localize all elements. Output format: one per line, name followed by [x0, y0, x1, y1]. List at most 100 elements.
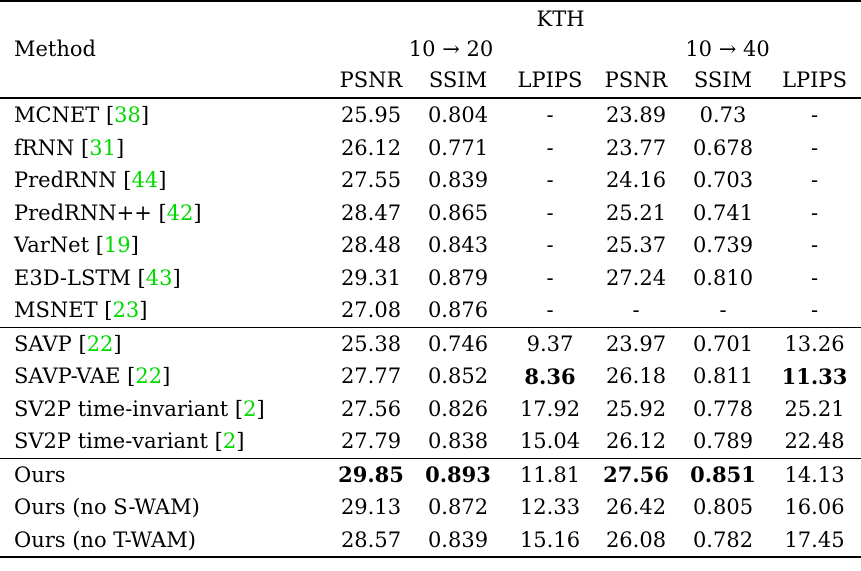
dataset-header-row: KTH — [0, 1, 861, 35]
metric-header-row: PSNR SSIM LPIPS PSNR SSIM LPIPS — [0, 63, 861, 98]
table-row: SAVP-VAE [22] 27.77 0.852 8.36 26.18 0.811 11.… — [0, 360, 861, 393]
table-row: PredRNN++ [42] 28.47 0.865 - 25.21 0.741 - — [0, 197, 861, 230]
value-cell: 22.48 — [784, 429, 845, 454]
value-cell: - — [546, 103, 554, 128]
method-name: PredRNN++ — [14, 200, 152, 225]
table-header: KTH Method 10 → 20 10 → 40 PSNR SSIM LPI… — [0, 1, 861, 98]
value-cell: 11.81 — [519, 462, 581, 487]
value-cell: 27.79 — [340, 429, 402, 454]
citation-link[interactable]: 43 — [145, 265, 173, 290]
citation-link[interactable]: 2 — [243, 396, 257, 421]
method-name: Ours (no S-WAM) — [14, 495, 200, 520]
value-cell: 28.57 — [340, 527, 402, 552]
value-cell: 23.89 — [605, 103, 667, 128]
value-cell: 0.739 — [692, 233, 754, 258]
value-cell: 27.24 — [605, 265, 667, 290]
value-cell: 17.92 — [519, 396, 581, 421]
value-cell: 0.811 — [692, 364, 754, 389]
value-cell: 0.782 — [692, 527, 754, 552]
method-cell: SAVP [22] — [14, 331, 122, 356]
group-header-10-20-cell: 10 → 20 — [332, 35, 594, 63]
method-cell: PredRNN [44] — [14, 168, 167, 193]
table-row: PredRNN [44] 27.55 0.839 - 24.16 0.703 - — [0, 164, 861, 197]
value-cell: 8.36 — [524, 363, 576, 389]
value-cell: - — [719, 298, 727, 323]
citation-link[interactable]: 44 — [131, 168, 159, 193]
table-row: SV2P time-invariant [2] 27.56 0.826 17.92 25… — [0, 393, 861, 426]
method-name: SAVP-VAE — [14, 364, 121, 389]
value-cell: 17.45 — [784, 527, 845, 552]
method-column-header: Method — [14, 37, 96, 61]
value-cell: 24.16 — [605, 168, 667, 193]
table-row: VarNet [19] 28.48 0.843 - 25.37 0.739 - — [0, 229, 861, 262]
citation-link[interactable]: 42 — [166, 200, 194, 225]
table-row: SV2P time-variant [2] 27.79 0.838 15.04 26.1… — [0, 425, 861, 458]
value-cell: 11.33 — [781, 363, 848, 389]
value-cell: 25.21 — [605, 200, 667, 225]
citation-link[interactable]: 23 — [112, 298, 140, 323]
value-cell: 27.56 — [340, 396, 402, 421]
citation-link[interactable]: 22 — [135, 364, 163, 389]
value-cell: 0.741 — [692, 200, 754, 225]
value-cell: 0.876 — [427, 298, 489, 323]
group-header-10-20: 10 → 20 — [408, 37, 494, 61]
citation-link[interactable]: 31 — [89, 135, 116, 160]
citation-link[interactable]: 19 — [103, 233, 131, 258]
method-cell: Ours (no S-WAM) — [0, 491, 332, 524]
metric-spacer-cell — [0, 63, 332, 98]
method-cell: SAVP-VAE [22] — [14, 364, 171, 389]
metric-header-psnr-1: PSNR — [339, 68, 403, 92]
value-cell: - — [546, 265, 554, 290]
value-cell: 0.701 — [692, 331, 754, 356]
value-cell: 27.55 — [340, 168, 402, 193]
dataset-title-cell: KTH — [332, 1, 861, 35]
value-cell: 0.789 — [692, 429, 754, 454]
citation-link[interactable]: 38 — [114, 103, 141, 128]
value-cell: - — [810, 135, 819, 160]
method-cell: Ours (no T-WAM) — [0, 524, 332, 558]
value-cell: 0.746 — [427, 331, 489, 356]
value-cell: 0.805 — [692, 495, 754, 520]
table-row: MCNET [38] 25.95 0.804 - 23.89 0.73 - — [0, 98, 861, 132]
table-row: Ours (no S-WAM) 29.13 0.872 12.33 26.42 0.805… — [0, 491, 861, 524]
metric-header-ssim-1: SSIM — [428, 68, 488, 92]
value-cell: 0.771 — [427, 135, 489, 160]
value-cell: 13.26 — [784, 331, 845, 356]
value-cell: 28.48 — [340, 233, 402, 258]
value-cell: 0.678 — [692, 135, 754, 160]
method-name: VarNet — [14, 233, 90, 258]
method-name: Ours — [14, 462, 66, 487]
value-cell: 0.872 — [427, 495, 489, 520]
value-cell: 26.08 — [605, 527, 667, 552]
value-cell: - — [810, 103, 819, 128]
table-row: SAVP [22] 25.38 0.746 9.37 23.97 0.701 13.26 — [0, 327, 861, 360]
value-cell: 0.703 — [692, 168, 754, 193]
value-cell: 15.04 — [519, 429, 581, 454]
value-cell: 15.16 — [519, 527, 581, 552]
method-cell: VarNet [19] — [14, 233, 139, 258]
value-cell: - — [546, 233, 554, 258]
value-cell: 27.77 — [340, 364, 402, 389]
value-cell: 9.37 — [526, 331, 574, 356]
value-cell: 29.31 — [340, 265, 402, 290]
metric-header-psnr-2: PSNR — [604, 68, 668, 92]
method-name: E3D-LSTM — [14, 265, 131, 290]
table-section: MCNET [38] 25.95 0.804-23.89 0.73- fRNN [31]… — [0, 98, 861, 327]
group-header-10-40-cell: 10 → 40 — [594, 35, 861, 63]
table-row: Ours (no T-WAM) 28.57 0.839 15.16 26.08 0.782… — [0, 524, 861, 558]
citation-link[interactable]: 22 — [86, 331, 114, 356]
value-cell: 0.778 — [692, 396, 754, 421]
table-row: E3D-LSTM [43] 29.31 0.879 - 27.24 0.810 - — [0, 262, 861, 295]
value-cell: 0.839 — [427, 527, 489, 552]
method-name: Ours (no T-WAM) — [14, 527, 196, 552]
value-cell: 0.810 — [692, 265, 754, 290]
value-cell: 0.838 — [427, 429, 489, 454]
citation-link[interactable]: 2 — [222, 429, 237, 454]
value-cell: 29.13 — [340, 495, 402, 520]
method-name: PredRNN — [14, 168, 117, 193]
value-cell: 25.37 — [605, 233, 667, 258]
method-name: MSNET — [14, 298, 98, 323]
table-row: Ours 29.85 0.893 11.81 27.56 0.851 14.13 — [0, 458, 861, 491]
value-cell: 0.852 — [427, 364, 489, 389]
dataset-spacer-cell — [0, 1, 332, 35]
